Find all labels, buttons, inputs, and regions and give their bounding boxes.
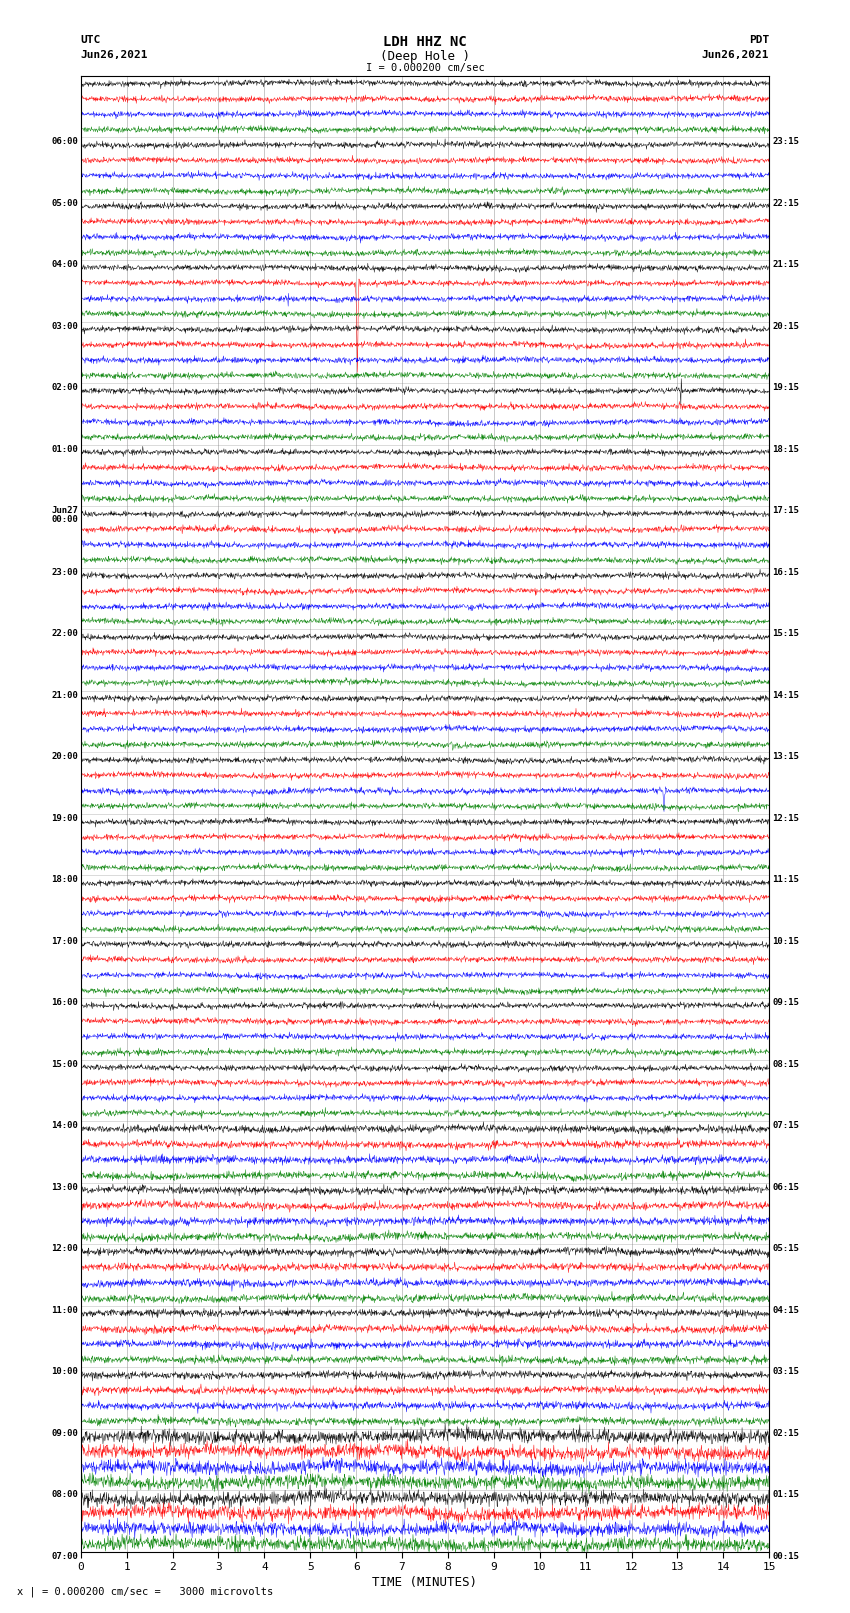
Text: 07:00: 07:00 [51,1552,78,1561]
Text: 10:00: 10:00 [51,1368,78,1376]
Text: 11:15: 11:15 [772,876,799,884]
Text: 22:00: 22:00 [51,629,78,639]
Text: 09:00: 09:00 [51,1429,78,1437]
Text: (Deep Hole ): (Deep Hole ) [380,50,470,63]
Text: 13:15: 13:15 [772,752,799,761]
Text: 18:15: 18:15 [772,445,799,453]
Text: 22:15: 22:15 [772,198,799,208]
Text: PDT: PDT [749,35,769,45]
Text: 20:15: 20:15 [772,323,799,331]
X-axis label: TIME (MINUTES): TIME (MINUTES) [372,1576,478,1589]
Text: 14:15: 14:15 [772,690,799,700]
Text: 19:15: 19:15 [772,384,799,392]
Text: 13:00: 13:00 [51,1182,78,1192]
Text: 16:00: 16:00 [51,998,78,1007]
Text: Jun26,2021: Jun26,2021 [81,50,148,60]
Text: 14:00: 14:00 [51,1121,78,1131]
Text: 03:00: 03:00 [51,323,78,331]
Text: 08:15: 08:15 [772,1060,799,1069]
Text: 20:00: 20:00 [51,752,78,761]
Text: 12:15: 12:15 [772,815,799,823]
Text: 23:00: 23:00 [51,568,78,577]
Text: 02:15: 02:15 [772,1429,799,1437]
Text: UTC: UTC [81,35,101,45]
Text: 01:15: 01:15 [772,1490,799,1498]
Text: 10:15: 10:15 [772,937,799,945]
Text: 02:00: 02:00 [51,384,78,392]
Text: 00:15: 00:15 [772,1552,799,1561]
Text: 12:00: 12:00 [51,1244,78,1253]
Text: 08:00: 08:00 [51,1490,78,1498]
Text: 01:00: 01:00 [51,445,78,453]
Text: 23:15: 23:15 [772,137,799,147]
Text: 17:15: 17:15 [772,506,799,515]
Text: 04:15: 04:15 [772,1307,799,1315]
Text: 06:15: 06:15 [772,1182,799,1192]
Text: 15:00: 15:00 [51,1060,78,1069]
Text: Jun26,2021: Jun26,2021 [702,50,769,60]
Text: 11:00: 11:00 [51,1307,78,1315]
Text: 05:15: 05:15 [772,1244,799,1253]
Text: 06:00: 06:00 [51,137,78,147]
Text: 15:15: 15:15 [772,629,799,639]
Text: 18:00: 18:00 [51,876,78,884]
Text: 21:00: 21:00 [51,690,78,700]
Text: 05:00: 05:00 [51,198,78,208]
Text: x | = 0.000200 cm/sec =   3000 microvolts: x | = 0.000200 cm/sec = 3000 microvolts [17,1586,273,1597]
Text: I = 0.000200 cm/sec: I = 0.000200 cm/sec [366,63,484,73]
Text: Jun27
00:00: Jun27 00:00 [51,506,78,524]
Text: 03:15: 03:15 [772,1368,799,1376]
Text: 07:15: 07:15 [772,1121,799,1131]
Text: 21:15: 21:15 [772,260,799,269]
Text: LDH HHZ NC: LDH HHZ NC [383,35,467,50]
Text: 17:00: 17:00 [51,937,78,945]
Text: 09:15: 09:15 [772,998,799,1007]
Text: 04:00: 04:00 [51,260,78,269]
Text: 16:15: 16:15 [772,568,799,577]
Text: 19:00: 19:00 [51,815,78,823]
